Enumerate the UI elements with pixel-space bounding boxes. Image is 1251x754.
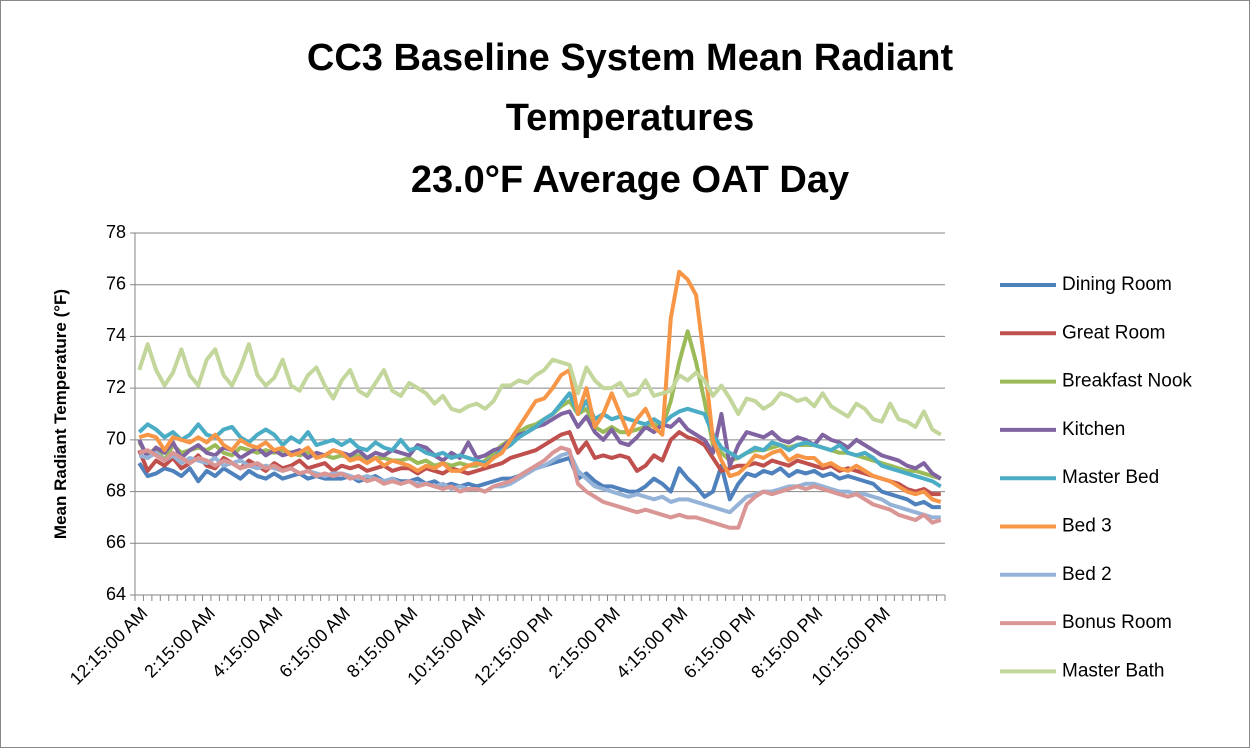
legend-label: Master Bed	[1062, 467, 1159, 488]
chart-title: 23.0°F Average OAT Day	[411, 159, 849, 201]
legend-label: Bed 2	[1062, 564, 1112, 585]
series-line	[138, 445, 942, 530]
y-tick-label: 66	[106, 532, 126, 552]
legend-label: Dining Room	[1062, 274, 1172, 295]
legend-label: Kitchen	[1062, 419, 1125, 440]
chart-title: Temperatures	[506, 97, 755, 139]
legend-label: Great Room	[1062, 322, 1165, 343]
y-axis-label: Mean Radiant Temperature (°F)	[51, 289, 70, 539]
chart-title: CC3 Baseline System Mean Radiant	[307, 37, 954, 79]
y-tick-label: 78	[106, 222, 126, 242]
legend-label: Bed 3	[1062, 516, 1112, 537]
y-tick-label: 72	[106, 377, 126, 397]
y-tick-label: 68	[106, 480, 126, 500]
series-line	[137, 342, 942, 437]
legend-label: Bonus Room	[1062, 612, 1172, 633]
y-tick-label: 64	[106, 584, 126, 604]
y-tick-label: 74	[106, 325, 126, 345]
legend-label: Breakfast Nook	[1062, 371, 1192, 392]
y-tick-label: 70	[106, 429, 126, 449]
series-line	[138, 269, 942, 504]
y-tick-label: 76	[106, 273, 126, 293]
series-line	[137, 391, 942, 489]
legend-label: Master Bath	[1062, 660, 1164, 681]
